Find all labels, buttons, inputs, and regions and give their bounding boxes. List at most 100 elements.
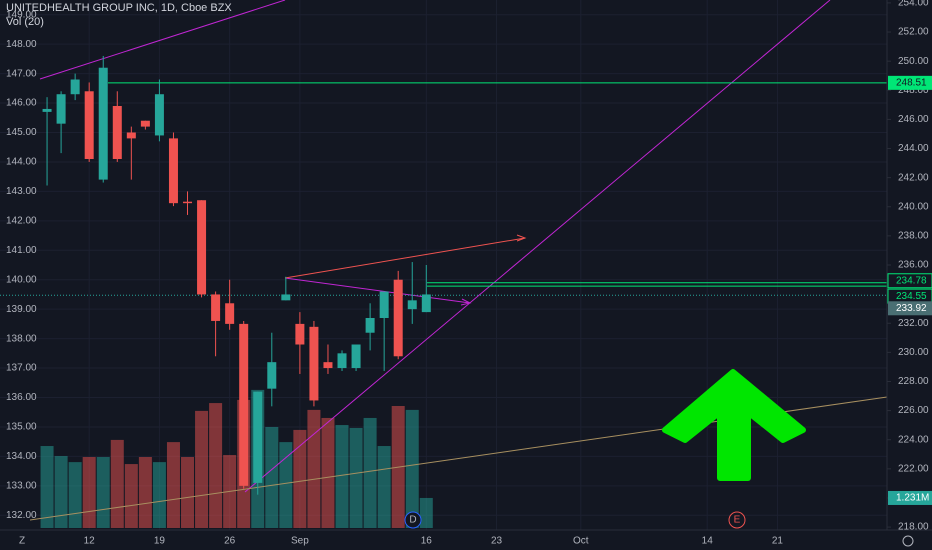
volume-bar bbox=[195, 410, 209, 528]
y2-tick-label: 252.00 bbox=[898, 27, 929, 38]
candle-body bbox=[168, 138, 178, 204]
grid bbox=[0, 0, 887, 530]
candle-body bbox=[309, 326, 319, 401]
candle-body bbox=[126, 132, 136, 139]
arrow-head bbox=[516, 234, 527, 242]
y2-tick-label: 254.00 bbox=[898, 0, 929, 9]
candle-body bbox=[98, 67, 108, 180]
y2-tick-label: 232.00 bbox=[898, 318, 929, 329]
axes: 12 19 26 Sep 16 23 Oct 14 21 132.00 133.00 134.00 13… bbox=[6, 0, 932, 547]
candle-body bbox=[211, 294, 221, 321]
volume-bar bbox=[321, 417, 335, 528]
trend-line bbox=[284, 277, 471, 304]
volume-bar bbox=[68, 462, 82, 528]
candle-body bbox=[337, 353, 347, 369]
y-tick-label: 138.00 bbox=[6, 333, 37, 344]
x-tick-label: 14 bbox=[702, 536, 714, 547]
marker-label[interactable]: E bbox=[734, 515, 741, 526]
y-tick-label: 146.00 bbox=[6, 98, 37, 109]
y2-tick-label: 226.00 bbox=[898, 405, 929, 416]
candles bbox=[42, 55, 431, 495]
y-tick-label: 132.00 bbox=[6, 510, 37, 521]
candle-body bbox=[112, 106, 122, 159]
volume-bar bbox=[377, 446, 391, 528]
y-tick-label: 142.00 bbox=[6, 215, 37, 226]
y-tick-label: 137.00 bbox=[6, 363, 37, 374]
indicator-label: Vol (20) bbox=[6, 16, 44, 28]
price-tag-label: 1.231M bbox=[896, 493, 929, 504]
settings-icon[interactable] bbox=[902, 535, 914, 547]
volume-bar bbox=[265, 426, 279, 528]
volume-bar bbox=[279, 442, 293, 528]
y2-tick-label: 248.00 bbox=[898, 85, 929, 96]
candle-body bbox=[84, 91, 94, 159]
y2-tick-label: 238.00 bbox=[898, 231, 929, 242]
price-tag-label: 233.92 bbox=[896, 303, 927, 314]
y-tick-label: 134.00 bbox=[6, 451, 37, 462]
y-tick-label: 143.00 bbox=[6, 186, 37, 197]
candle-body bbox=[351, 344, 361, 369]
x-tick-label: Sep bbox=[291, 536, 309, 547]
volume-bar bbox=[419, 497, 433, 528]
x-tick-label: Oct bbox=[573, 536, 589, 547]
x-tick-label: 26 bbox=[224, 536, 236, 547]
volume-bar bbox=[54, 456, 68, 528]
marker-label[interactable]: D bbox=[409, 515, 416, 526]
y-tick-label: 135.00 bbox=[6, 422, 37, 433]
candle-body bbox=[421, 294, 431, 313]
y-tick-label: 144.00 bbox=[6, 157, 37, 168]
volume-bar bbox=[349, 427, 363, 528]
price-tag-label: 234.55 bbox=[896, 291, 927, 302]
y2-tick-label: 230.00 bbox=[898, 347, 929, 358]
candle-body bbox=[183, 201, 193, 204]
y-tick-label: 140.00 bbox=[6, 274, 37, 285]
y2-tick-label: 228.00 bbox=[898, 376, 929, 387]
volume-bar bbox=[209, 403, 223, 528]
candle-body bbox=[225, 303, 235, 324]
candle-body bbox=[197, 200, 207, 295]
chart-title: UNITEDHEALTH GROUP INC, 1D, Cboe BZX bbox=[6, 2, 232, 14]
volume-bar bbox=[181, 456, 195, 528]
marker[interactable] bbox=[728, 511, 746, 529]
y2-tick-label: 236.00 bbox=[898, 260, 929, 271]
volume-bar bbox=[138, 456, 152, 528]
volume-bar bbox=[152, 462, 166, 528]
price-tag bbox=[888, 301, 932, 316]
y-tick-label: 148.00 bbox=[6, 39, 37, 50]
volume-bar bbox=[405, 409, 419, 528]
y-tick-label: 141.00 bbox=[6, 245, 37, 256]
y2-tick-label: 250.00 bbox=[898, 56, 929, 67]
y2-tick-label: 240.00 bbox=[898, 201, 929, 212]
volume-bar bbox=[40, 446, 54, 528]
price-tag-label: 234.78 bbox=[896, 275, 927, 286]
candle-body bbox=[407, 300, 417, 310]
volume-bar bbox=[166, 442, 180, 528]
trend-line bbox=[284, 237, 526, 279]
volume-bar bbox=[96, 456, 110, 528]
candle-body bbox=[70, 79, 80, 95]
candle-body bbox=[365, 318, 375, 333]
volume-bar bbox=[82, 456, 96, 528]
candle-body bbox=[239, 323, 249, 486]
y2-tick-label: 246.00 bbox=[898, 114, 929, 125]
x-tick-label: 23 bbox=[491, 536, 503, 547]
price-tag bbox=[887, 273, 932, 289]
candle-body bbox=[323, 362, 333, 369]
candle-body bbox=[379, 291, 389, 318]
x-tick-label: 19 bbox=[154, 536, 166, 547]
volume-bar bbox=[110, 439, 124, 528]
corner-label[interactable]: Z bbox=[19, 536, 25, 547]
y-tick-label: 145.00 bbox=[6, 127, 37, 138]
y-tick-label: 147.00 bbox=[6, 68, 37, 79]
x-tick-label: 16 bbox=[421, 536, 433, 547]
marker[interactable] bbox=[404, 511, 422, 529]
trend-line bbox=[244, 0, 831, 493]
y2-tick-label: 222.00 bbox=[898, 463, 929, 474]
candle-body bbox=[42, 108, 52, 112]
volume-bar bbox=[124, 464, 138, 528]
x-tick-label: 12 bbox=[84, 536, 96, 547]
y-tick-label: 136.00 bbox=[6, 392, 37, 403]
x-tick-label: 21 bbox=[772, 536, 784, 547]
